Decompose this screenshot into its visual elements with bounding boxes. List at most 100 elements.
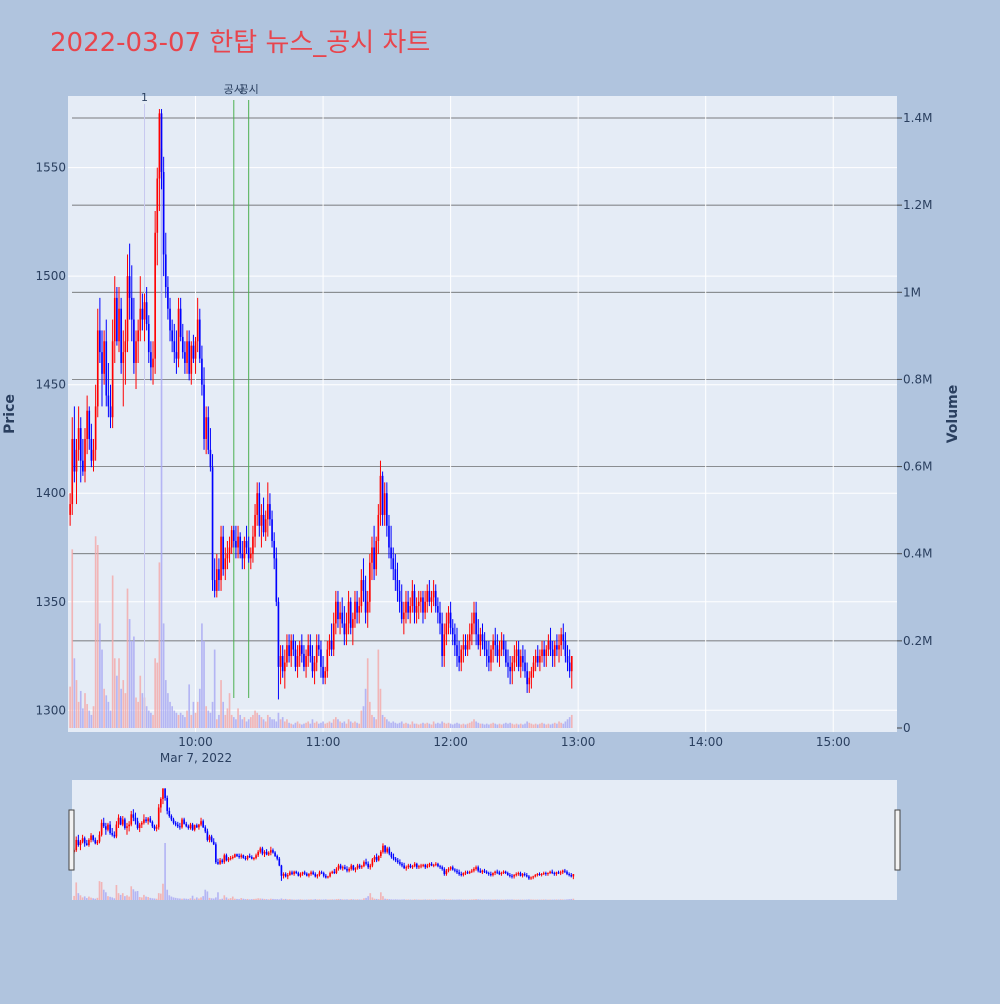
candle-body [331,641,333,650]
mini-candle-body [340,866,342,869]
mini-volume-bar [251,899,253,900]
volume-bar [227,708,229,728]
candle-body [473,613,475,624]
mini-volume-bar [168,895,170,900]
mini-volume-bar [274,899,276,900]
volume-bar [414,724,416,728]
candle-body [456,645,458,656]
mini-candle-body [291,872,293,874]
range-slider-handle-right[interactable] [895,810,900,870]
candle-body [231,530,233,547]
candle-body [220,537,222,580]
volume-bar [531,724,533,728]
volume-bar [256,713,258,728]
mini-volume-bar [135,891,137,900]
mini-candle-body [190,825,192,828]
volume-bar [401,721,403,728]
volume-bar [388,721,390,728]
candle-body [565,641,567,656]
volume-bar [244,717,246,728]
candle-body [433,591,435,598]
mini-candle-body [465,872,467,873]
volume-bar [142,693,144,728]
mini-volume-bar [528,899,530,900]
volume-bar [216,719,218,728]
candle-body [290,641,292,656]
mini-candle-body [158,808,160,828]
mini-candle-body [171,816,173,819]
volume-bar [509,723,511,728]
mini-volume-bar [202,896,204,900]
candle-body [388,526,390,548]
volume-bar [148,711,150,728]
volume-bar [237,708,239,728]
mini-candle-body [338,866,340,869]
volume-bar [429,724,431,728]
price-tick-label: 1300 [35,703,66,717]
mini-volume-bar [145,897,147,900]
volume-bar [375,719,377,728]
candle-body [507,663,509,667]
volume-bar [250,717,252,728]
volume-bar [205,706,207,728]
volume-bar [435,724,437,728]
mini-candle-body [549,872,551,873]
candle-body [127,276,129,341]
volume-bar [344,721,346,728]
volume-bar [273,719,275,728]
mini-candle-body [75,840,77,850]
candle-body [184,352,186,363]
volume-bar [373,717,375,728]
volume-bar [292,725,294,728]
mini-volume-bar [291,899,293,900]
candle-body [511,663,513,672]
volume-bar [163,623,165,728]
volume-bar [378,650,380,728]
volume-tick-label: 0 [903,721,911,735]
mini-candle-body [418,866,420,867]
candle-body [129,276,131,298]
mini-volume-bar [183,899,185,901]
candle-body [235,541,237,548]
mini-candle-body [530,877,532,878]
candle-body [344,623,346,634]
mini-volume-bar [230,898,232,900]
mini-candle-body [537,874,539,875]
mini-candle-body [293,872,295,874]
candle-body [541,650,543,657]
volume-bar [229,693,231,728]
mini-volume-bar [255,899,257,900]
mini-volume-bar [365,898,367,900]
volume-bar [386,719,388,728]
range-slider[interactable] [72,780,897,900]
mini-volume-bar [473,899,475,900]
volume-bar [261,717,263,728]
mini-volume-bar [147,897,149,900]
mini-candle-body [133,814,135,817]
price-tick-label: 1450 [35,378,66,392]
mini-volume-bar [90,898,92,900]
candle-body [173,341,175,352]
volume-bar [297,721,299,728]
mini-candle-body [357,866,359,869]
volume-bar [356,723,358,728]
mini-volume-bar [357,899,359,900]
volume-bar [88,711,90,728]
mini-candle-body [534,875,536,876]
candle-body [516,650,518,657]
range-slider-handle-left[interactable] [69,810,74,870]
mini-candle-body [496,872,498,873]
volume-bar [324,724,326,728]
mini-volume-bar [149,898,151,900]
volume-bar [369,702,371,728]
mini-candle-body [283,874,285,876]
volume-bar [258,715,260,728]
mini-volume-bar [130,886,132,900]
mini-volume-bar [152,898,154,900]
candle-body [307,645,309,656]
mini-candle-body [78,840,80,845]
candle-body [329,641,331,650]
volume-bar [452,725,454,728]
